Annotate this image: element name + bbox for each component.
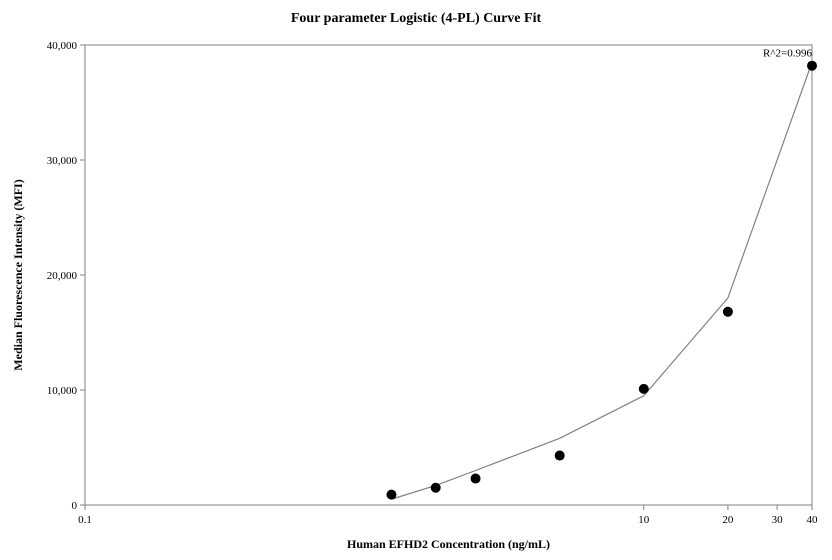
x-tick-label: 20: [722, 514, 734, 526]
data-point: [471, 474, 481, 484]
r-squared-annotation: R^2=0.996: [763, 47, 812, 59]
y-tick-label: 10,000: [47, 385, 78, 397]
x-tick-label: 30: [772, 514, 784, 526]
chart-container: 0 10,000 20,000 30,000 40,000 0.1 10 20 30 40 Four…: [0, 0, 832, 560]
x-tick-label: 0.1: [78, 514, 92, 526]
x-axis-label: Human EFHD2 Concentration (ng/mL): [347, 537, 550, 551]
data-point: [555, 451, 565, 461]
y-tick-label: 40,000: [47, 40, 78, 52]
data-point: [639, 384, 649, 394]
y-axis-label: Median Fluorescence Intensity (MFI): [11, 179, 25, 370]
y-tick-label: 30,000: [47, 155, 78, 167]
y-tick-label: 0: [72, 500, 78, 512]
y-tick-label: 20,000: [47, 270, 78, 282]
chart-svg: 0 10,000 20,000 30,000 40,000 0.1 10 20 30 40 Four…: [0, 0, 832, 560]
data-point: [431, 483, 441, 493]
x-tick-label: 40: [807, 514, 819, 526]
data-point: [807, 61, 817, 71]
chart-title: Four parameter Logistic (4-PL) Curve Fit: [291, 11, 542, 26]
data-point: [386, 490, 396, 500]
data-point: [723, 307, 733, 317]
x-tick-label: 10: [638, 514, 650, 526]
